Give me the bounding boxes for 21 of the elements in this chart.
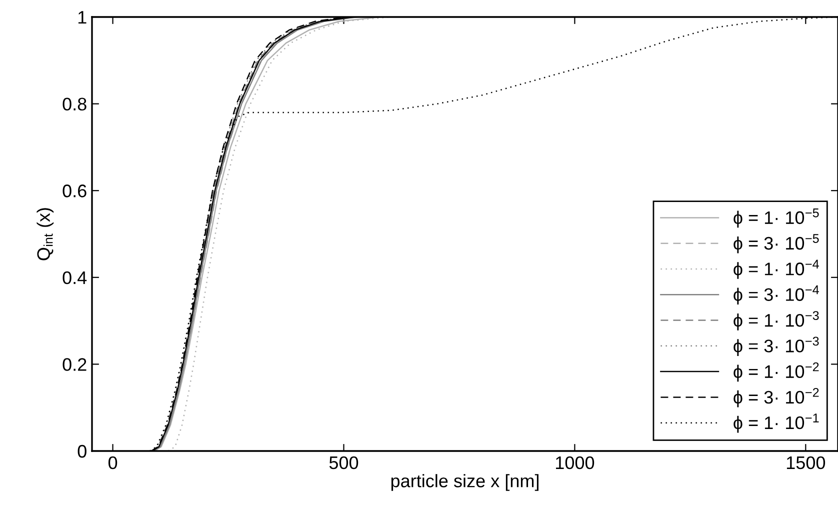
legend-label: ϕ = 1· 10$^{−3}$	[734, 311, 819, 330]
y-tick-label: 0.2	[62, 358, 86, 371]
legend-label: ϕ = 1· 10$^{−5}$	[734, 208, 819, 228]
legend-label: ϕ = 3· 10$^{−2}$	[734, 388, 819, 408]
y-tick-label: 0	[78, 444, 86, 458]
legend-label: ϕ = 3· 10$^{−3}$	[734, 336, 819, 356]
legend-label: ϕ = 1· 10$^{−2}$	[734, 362, 819, 382]
x-tick-label: 0	[108, 456, 118, 470]
x-axis-title: particle size x [nm]	[391, 474, 538, 491]
y-tick-label: 0.4	[62, 271, 87, 284]
legend-label: ϕ = 1· 10$^{−1}$	[734, 414, 819, 433]
y-tick-label: 0.6	[62, 184, 86, 198]
y-axis-title: Q$_{int}$ (x)	[36, 208, 54, 260]
x-tick-label: 1500	[786, 456, 826, 470]
legend-label: ϕ = 1· 10$^{−4}$	[734, 260, 819, 279]
x-tick-label: 1000	[556, 456, 594, 470]
y-tick-label: 0.8	[62, 98, 86, 111]
y-tick-label: 1	[78, 11, 86, 24]
x-tick-label: 500	[329, 456, 358, 470]
legend-label: ϕ = 3· 10$^{−4}$	[734, 285, 819, 305]
legend-label: ϕ = 3· 10$^{−5}$	[734, 234, 819, 254]
